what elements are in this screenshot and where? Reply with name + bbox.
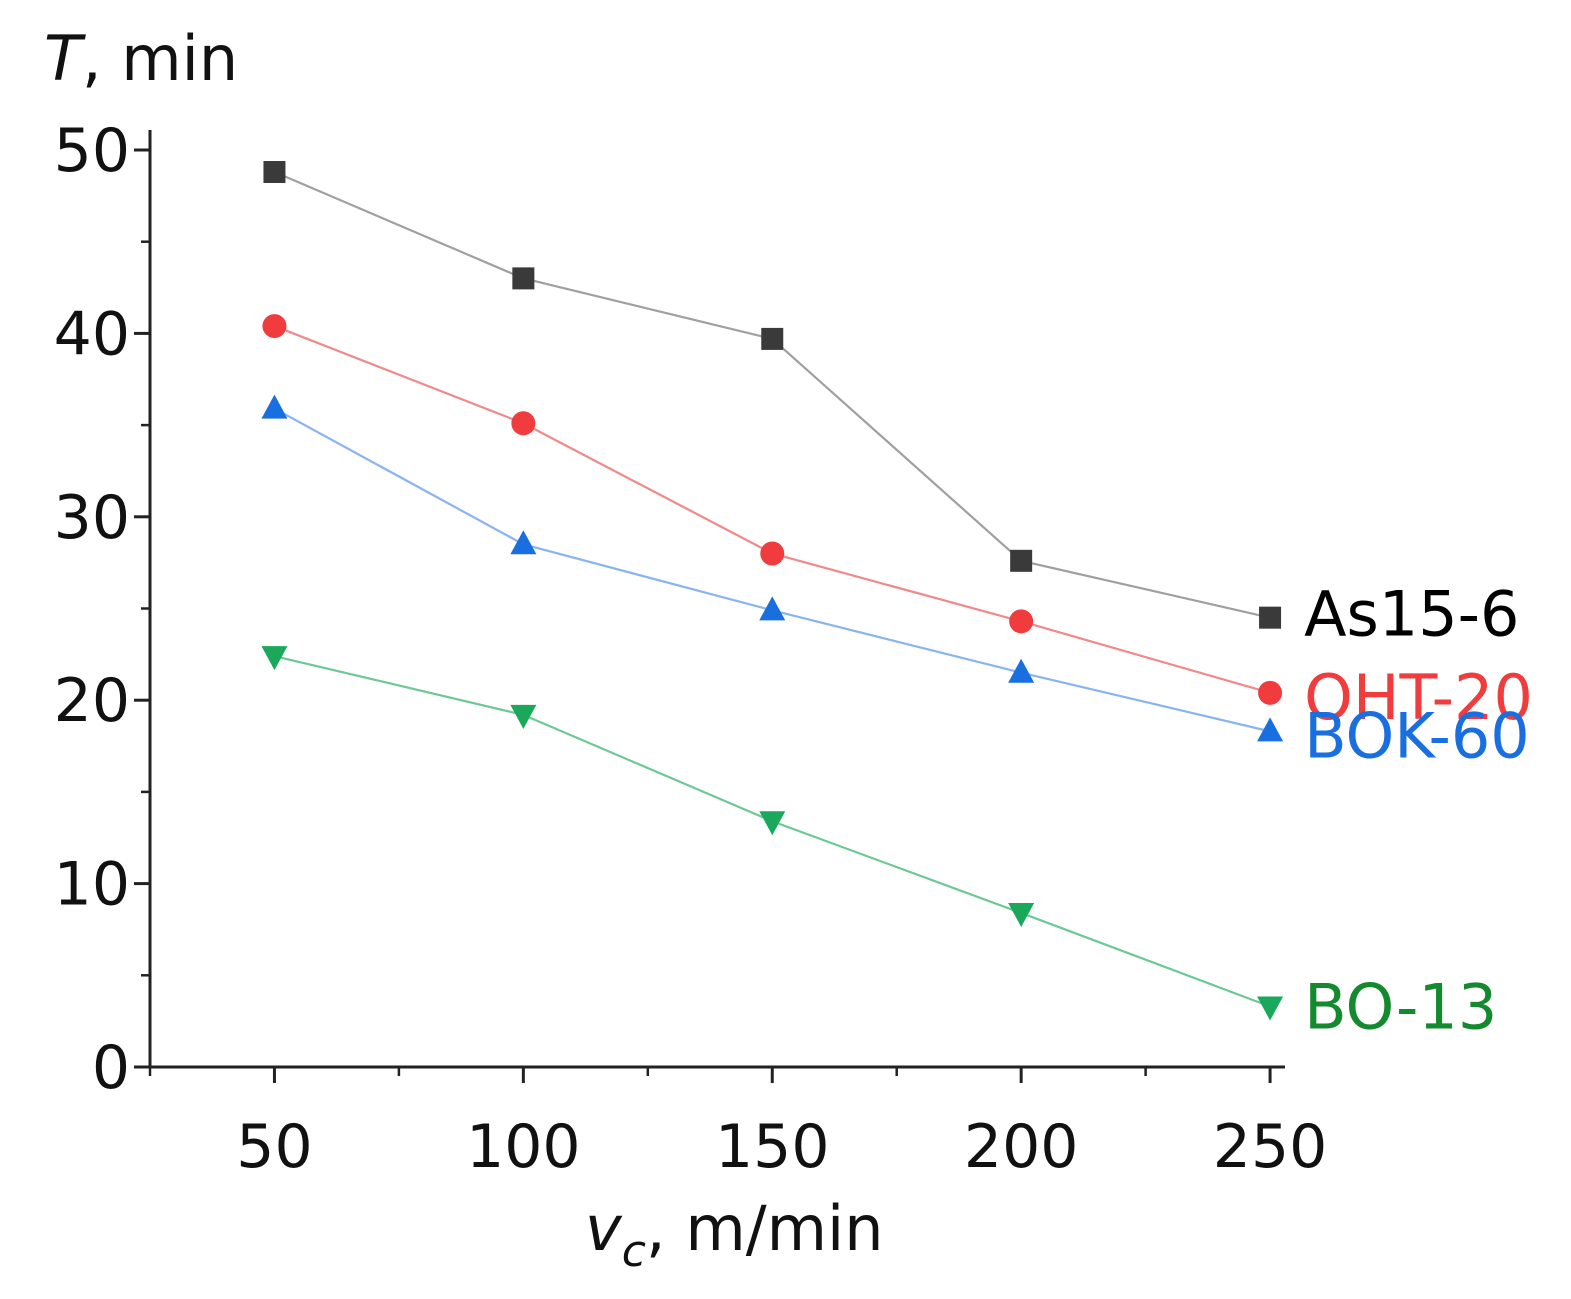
x-axis-unit: , m/min <box>646 1192 884 1265</box>
x-tick-label: 250 <box>1213 1112 1328 1182</box>
axes <box>148 130 1285 1069</box>
series-label: As15-6 <box>1304 578 1519 651</box>
x-tick-label: 50 <box>236 1112 312 1182</box>
data-point <box>510 530 537 555</box>
data-point <box>760 541 785 566</box>
y-tick-label: 30 <box>54 483 130 553</box>
data-point <box>1257 996 1284 1021</box>
x-axis-subscript: c <box>622 1226 646 1277</box>
x-tick-label: 150 <box>715 1112 830 1182</box>
data-point <box>1008 658 1035 683</box>
series-BO-13: BO-13 <box>261 646 1497 1043</box>
y-tick-label: 40 <box>54 299 130 369</box>
series-line <box>274 325 1271 694</box>
y-tick-label: 10 <box>54 850 130 920</box>
series-As15-6: As15-6 <box>263 161 1520 651</box>
data-point <box>512 267 535 290</box>
y-axis-unit: , min <box>82 22 238 95</box>
x-tick-label: 200 <box>964 1112 1079 1182</box>
data-point <box>761 327 784 350</box>
series-label: BO-13 <box>1304 970 1497 1043</box>
data-point <box>263 161 286 184</box>
x-axis-symbol: v <box>585 1192 623 1265</box>
data-point <box>510 704 537 729</box>
y-tick-label: 0 <box>92 1033 130 1103</box>
series-label: BOK-60 <box>1304 699 1530 772</box>
data-point <box>1008 902 1035 927</box>
y-axis-symbol: T <box>44 22 86 95</box>
y-axis-title: T, min <box>44 22 238 95</box>
y-tick-label: 50 <box>54 116 130 186</box>
data-point <box>1259 606 1282 629</box>
x-tick-label: 100 <box>466 1112 581 1182</box>
data-point <box>1009 609 1034 634</box>
series-line <box>273 407 1271 733</box>
series-label: OHT-20 <box>1304 661 1533 734</box>
series-OHT-20: OHT-20 <box>262 314 1533 734</box>
data-point <box>511 411 536 436</box>
x-axis-title: vc, m/min <box>585 1192 884 1277</box>
data-point <box>1010 549 1033 572</box>
series-BOK-60: BOK-60 <box>261 394 1530 772</box>
data-point <box>759 811 786 836</box>
y-tick-label: 20 <box>54 666 130 736</box>
ticks: 0 10 20 30 40 50 50 100 150 200 250 <box>54 116 1328 1182</box>
data-point <box>1257 717 1284 742</box>
data-point <box>759 596 786 621</box>
data-point <box>262 314 287 339</box>
data-point <box>261 646 288 671</box>
data-point <box>261 394 288 419</box>
data-point <box>1258 680 1283 705</box>
